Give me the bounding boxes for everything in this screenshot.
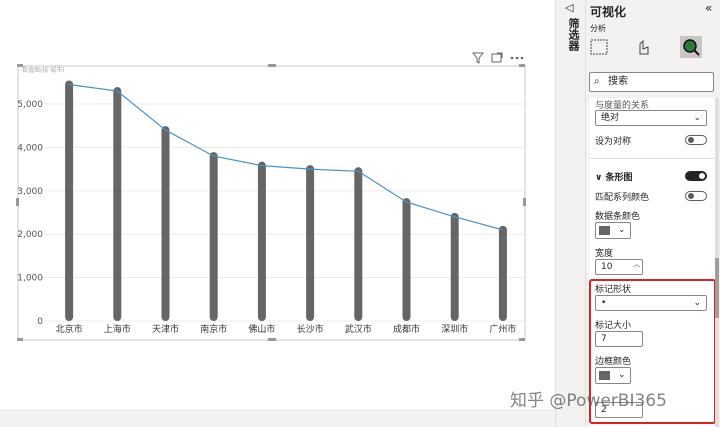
separator — [589, 158, 715, 159]
visual-frame — [17, 65, 526, 341]
bar-color-label: 数据条颜色 — [595, 212, 641, 222]
visual-header-icons[interactable] — [471, 52, 524, 64]
border-width-value: 2 — [601, 405, 607, 415]
bar — [450, 212, 459, 321]
marker-size-label: 标记大小 — [595, 321, 632, 331]
border-color-label: 边框颜色 — [595, 357, 632, 367]
section-toggle[interactable] — [685, 171, 707, 181]
y-tick-label: 2,000 — [17, 230, 43, 240]
marker-shape-value: • — [601, 298, 607, 308]
section-label: 条形图 — [605, 173, 633, 183]
relation-value: 绝对 — [601, 113, 620, 123]
watermark: 知乎 @PowerBI365 — [510, 391, 667, 411]
series-line — [69, 83, 504, 231]
bar — [354, 167, 363, 321]
width-value: 10 — [601, 262, 613, 272]
x-tick-label: 武汉市 — [345, 323, 372, 335]
collapse-arrow[interactable]: ◁ — [565, 1, 574, 14]
y-tick-label: 3,000 — [17, 187, 43, 197]
width-label: 宽度 — [595, 249, 614, 259]
relation-dropdown[interactable]: 绝对 ⌄ — [595, 110, 707, 126]
collapse-pane[interactable]: « — [705, 1, 713, 15]
section-title[interactable]: ∨ 条形图 — [595, 173, 633, 183]
x-tick-label: 南京市 — [200, 323, 227, 335]
border-color-picker[interactable]: ⌄ — [595, 367, 631, 384]
symmetric-label: 设为对称 — [595, 137, 632, 147]
width-input[interactable]: 10 ︿ — [595, 259, 643, 275]
symmetric-toggle[interactable] — [685, 135, 707, 145]
x-tick-label: 长沙市 — [297, 323, 324, 335]
marker-shape-dropdown[interactable]: • ⌄ — [595, 295, 707, 311]
marker-shape-label: 标记形状 — [595, 285, 632, 295]
y-tick-label: 5,000 — [17, 100, 43, 110]
page-tabs-bar — [0, 411, 555, 427]
marker-size-value: 7 — [601, 334, 607, 344]
x-tick-label: 深圳市 — [441, 323, 468, 335]
chart: 数值图(按 城市) 0 1,000 2,000 3,000 4,000 5,000 北京市 上… — [0, 52, 555, 427]
bar — [306, 165, 315, 321]
bar — [209, 152, 218, 321]
bar — [65, 80, 74, 321]
x-tick-label: 上海市 — [104, 323, 131, 335]
y-tick-label: 1,000 — [17, 274, 43, 284]
x-tick-label: 北京市 — [56, 323, 83, 335]
viz-tabs[interactable] — [586, 36, 720, 62]
bar — [402, 198, 411, 321]
filters-title: 筛选器 — [567, 18, 580, 51]
border-width-input[interactable]: 2 — [595, 402, 643, 418]
search-box[interactable]: ⌕ 搜索 — [589, 72, 714, 92]
x-tick-label: 成都市 — [393, 323, 420, 335]
bar — [257, 161, 266, 321]
x-tick-label: 天津市 — [152, 323, 179, 335]
x-tick-label: 广州市 — [489, 323, 516, 335]
chart-title: 数值图(按 城市) — [22, 66, 65, 74]
marker-size-input[interactable]: 7 — [595, 331, 643, 347]
bar-color-picker[interactable]: ⌄ — [595, 222, 631, 239]
search-placeholder: 搜索 — [608, 76, 628, 87]
bar — [498, 225, 507, 321]
tab-label: 分析 — [590, 24, 606, 33]
bar — [113, 87, 122, 322]
match-color-label: 匹配系列颜色 — [595, 193, 650, 203]
match-color-toggle[interactable] — [685, 191, 707, 201]
format-panel: 与度量的关系 绝对 ⌄ 设为对称 ∨ 条形图 匹配系列颜色 数据条颜色 ⌄ 宽度 … — [589, 98, 716, 427]
relation-label: 与度量的关系 — [595, 101, 650, 111]
resize-handles — [16, 64, 526, 341]
y-tick-label: 4,000 — [17, 143, 43, 153]
viz-title: 可视化 — [590, 5, 627, 19]
scrollbar[interactable] — [715, 98, 719, 427]
y-tick-label: 0 — [37, 317, 43, 327]
bar — [161, 126, 170, 321]
viz-pane: 可视化 « 分析 ⌕ 搜索 与度量的关系 绝对 ⌄ 设为对称 ∨ 条形图 匹配系列颜… — [585, 0, 720, 427]
filters-pane[interactable]: ◁ 筛选器 — [555, 0, 585, 427]
x-tick-label: 佛山市 — [248, 323, 275, 335]
